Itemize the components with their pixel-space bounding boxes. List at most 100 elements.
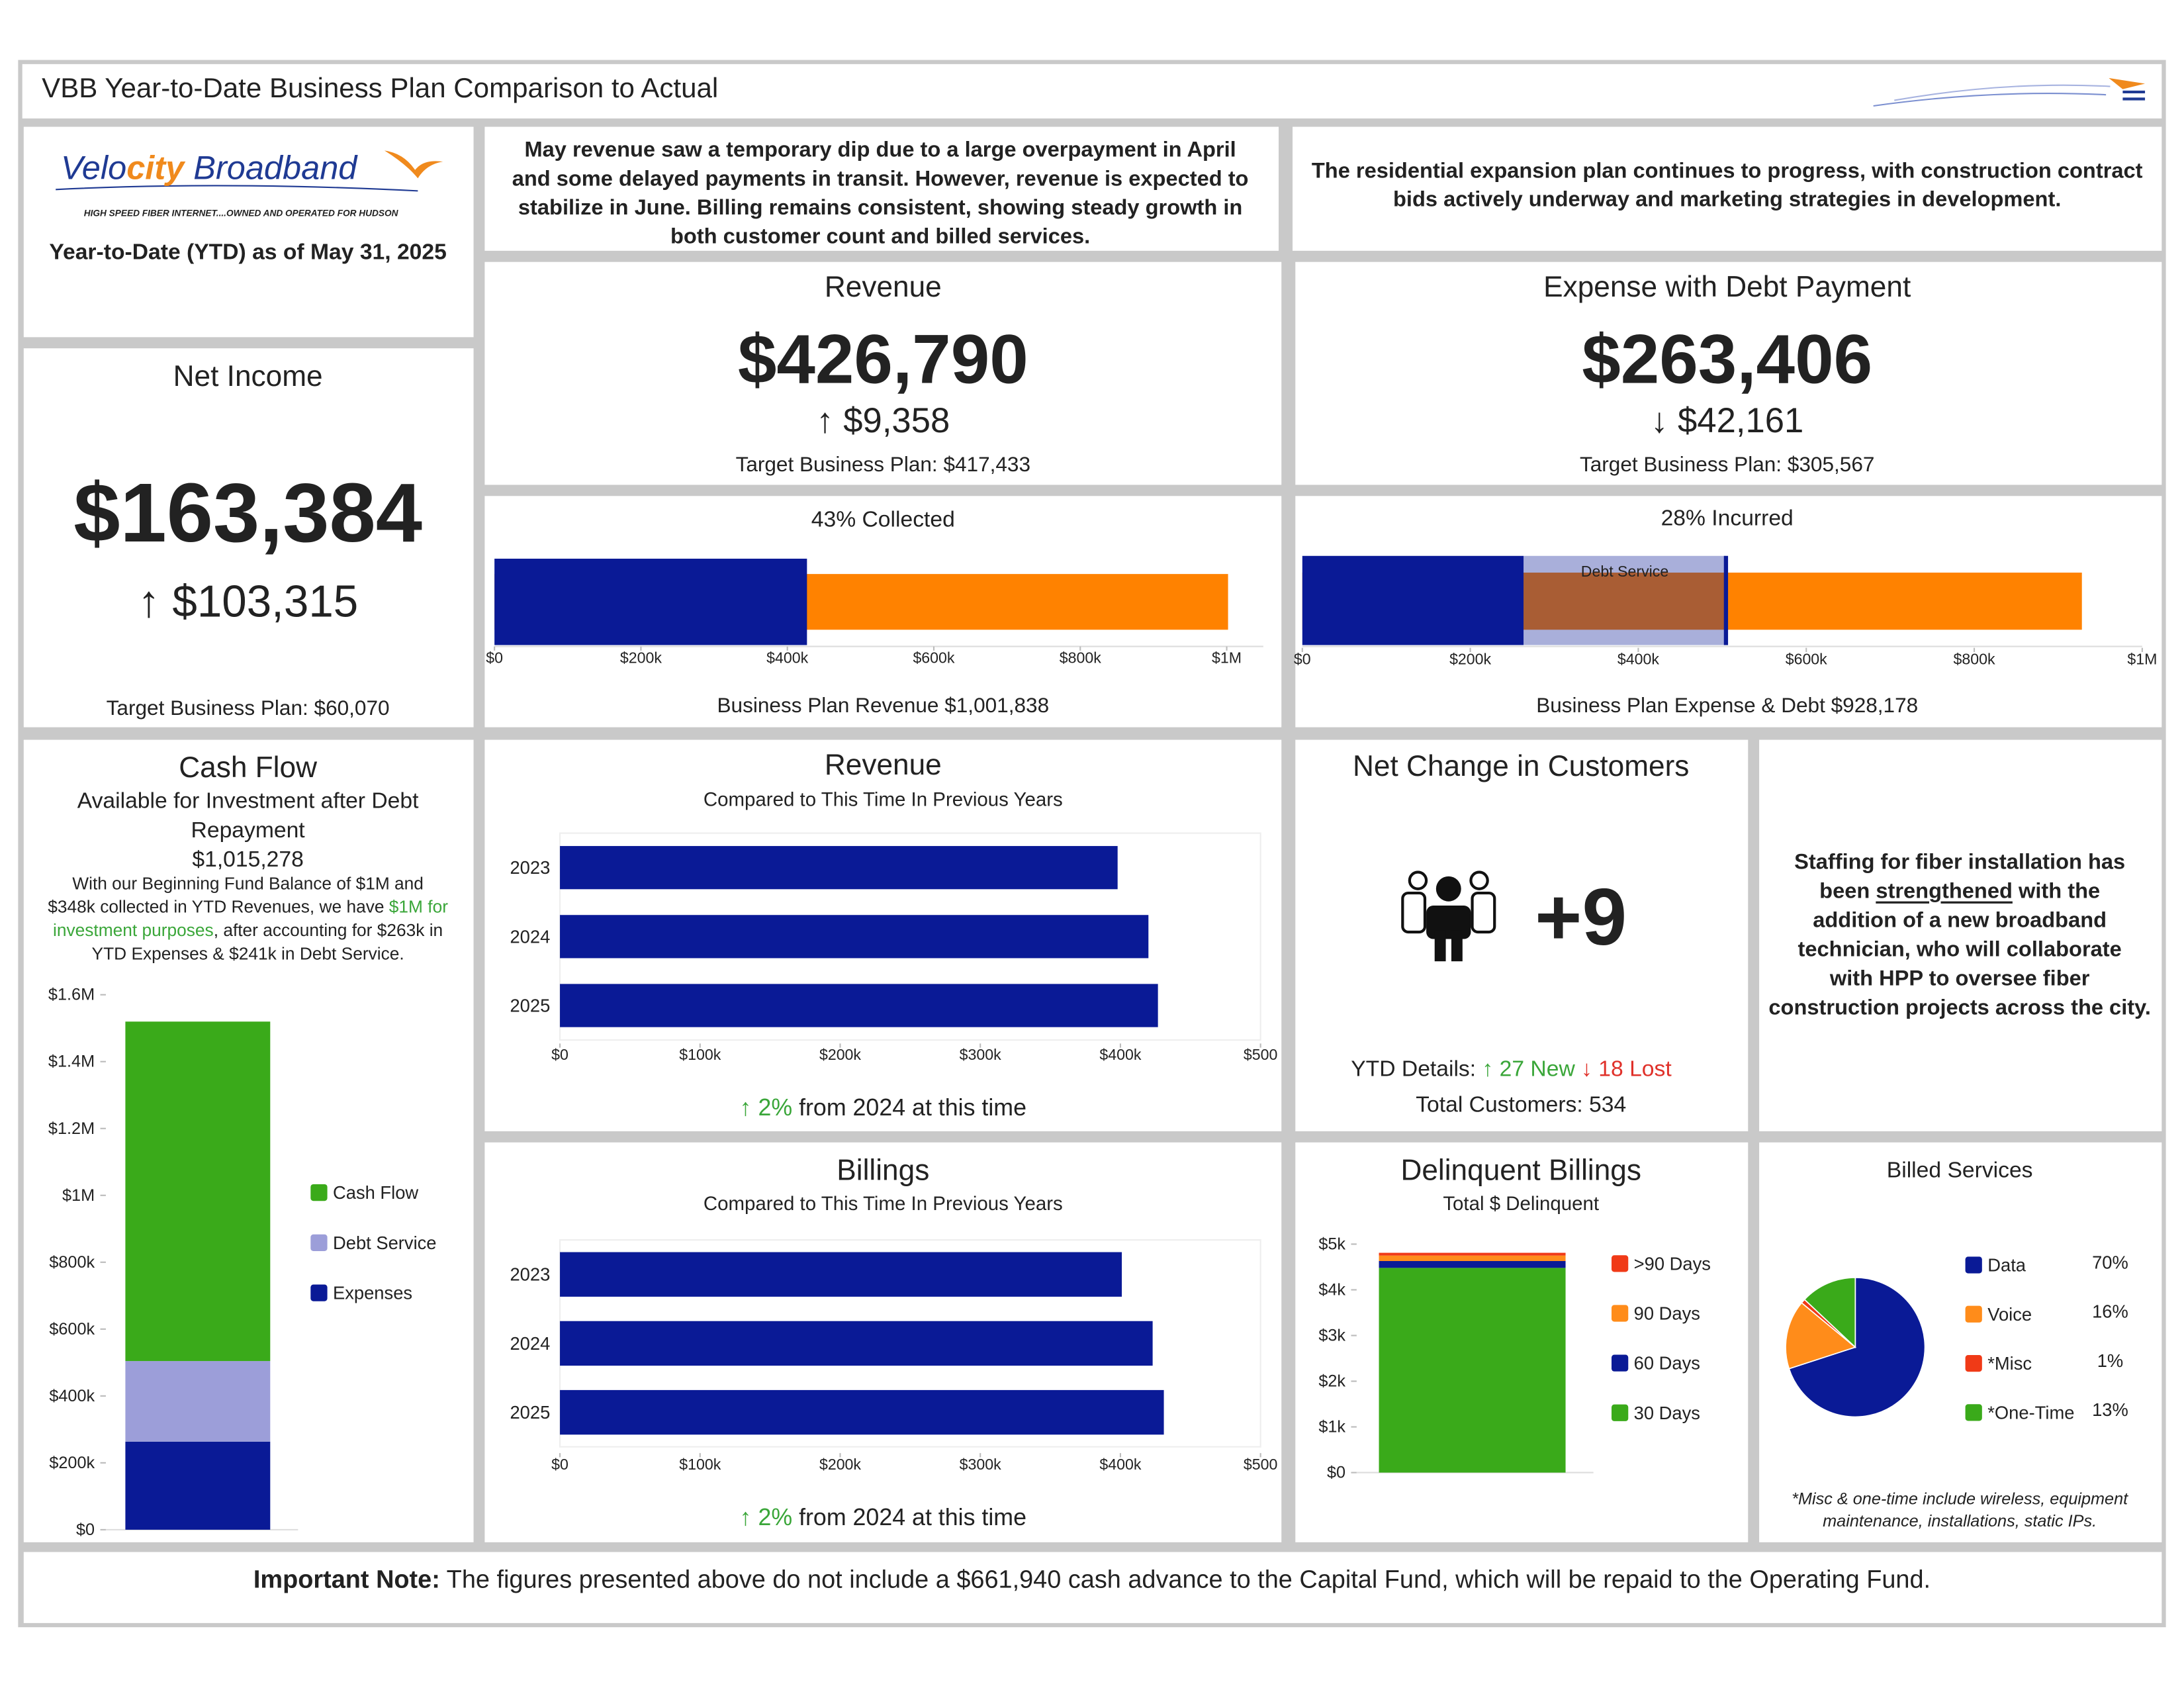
- text-segment: ↑ 2%: [740, 1094, 793, 1121]
- legend-label: 30 Days: [1634, 1403, 1700, 1423]
- y-tick-label: $1.2M: [48, 1119, 95, 1138]
- bar: [560, 984, 1158, 1027]
- chart-title: 43% Collected: [811, 508, 955, 532]
- chart-note: ↑ 2% from 2024 at this time: [740, 1094, 1026, 1121]
- staffing-panel: [1759, 739, 2162, 1131]
- kpi-value: $263,406: [1582, 321, 1872, 399]
- legend-label: *One-Time: [1987, 1402, 2074, 1423]
- commentary-line: May revenue saw a temporary dip due to a…: [524, 137, 1236, 162]
- y-tick-label: $5k: [1318, 1235, 1345, 1253]
- legend-label: Expenses: [333, 1283, 412, 1303]
- legend-swatch: [1612, 1404, 1629, 1421]
- x-tick-label: $500: [1244, 1046, 1277, 1063]
- y-tick-label: 2023: [510, 1264, 550, 1285]
- header-panel: [22, 64, 2162, 118]
- x-tick-label: $300k: [960, 1456, 1001, 1473]
- y-tick-label: $2k: [1318, 1372, 1345, 1391]
- staffing-line: Staffing for fiber installation has: [1794, 849, 2125, 873]
- dashboard-title: VBB Year-to-Date Business Plan Compariso…: [42, 72, 718, 103]
- decor: [1873, 92, 2107, 107]
- footer-note: Important Note: The figures presented ab…: [253, 1566, 1931, 1594]
- text-segment: ↓ 18 Lost: [1581, 1056, 1672, 1081]
- x-tick-label: $200k: [620, 649, 662, 666]
- kpi-change: ↑ $9,358: [816, 401, 950, 440]
- y-tick-label: 2025: [510, 1402, 550, 1423]
- panel-title: Cash Flow: [179, 751, 318, 784]
- x-tick-label: $800k: [1060, 649, 1101, 666]
- legend-swatch: [1612, 1354, 1629, 1372]
- bar-segment: [1379, 1260, 1566, 1268]
- y-tick-label: $800k: [49, 1253, 95, 1272]
- bar: [560, 915, 1149, 959]
- bar-segment: [1524, 555, 1726, 645]
- legend-swatch: [310, 1284, 328, 1301]
- text-segment: With our Beginning Fund Balance of $1M a…: [72, 873, 424, 893]
- customer-total: Total Customers: 534: [1416, 1092, 1626, 1117]
- commentary-panel: [1293, 126, 2162, 251]
- bar-segment: [1379, 1252, 1566, 1256]
- chart-title: 28% Incurred: [1661, 506, 1794, 530]
- brand-part: Velo: [61, 148, 126, 186]
- y-tick-label: $200k: [49, 1454, 95, 1472]
- y-tick-label: 2024: [510, 926, 550, 947]
- as-of-date: Year-to-Date (YTD) as of May 31, 2025: [49, 240, 446, 264]
- legend-swatch: [1965, 1305, 1982, 1323]
- x-tick-label: $200k: [819, 1046, 861, 1063]
- bar-segment: [125, 1021, 271, 1362]
- x-tick-label: $100k: [679, 1456, 721, 1473]
- footnote: *Misc & one-time include wireless, equip…: [1792, 1490, 2128, 1509]
- chart-subtitle: Compared to This Time In Previous Years: [704, 1193, 1063, 1215]
- brand-part: Broadband: [184, 148, 358, 186]
- legend-swatch: [1965, 1256, 1982, 1274]
- x-tick-label: $0: [551, 1046, 569, 1063]
- x-tick-label: $400k: [1099, 1456, 1141, 1473]
- text-segment: YTD Details:: [1351, 1056, 1482, 1081]
- kpi-target: Target Business Plan: $60,070: [107, 696, 390, 720]
- y-tick-label: $1.4M: [48, 1053, 95, 1071]
- x-tick-label: $1M: [1212, 649, 1242, 666]
- x-tick-label: $400k: [1617, 651, 1659, 668]
- legend-label: Cash Flow: [333, 1182, 418, 1203]
- text-segment: $1M for: [389, 897, 448, 917]
- x-tick-label: $0: [486, 649, 503, 666]
- text-segment: YTD Expenses & $241k in Debt Service.: [92, 943, 404, 963]
- x-tick-label: $200k: [1449, 651, 1491, 668]
- commentary-panel: [484, 126, 1279, 251]
- value-label: 13%: [2092, 1399, 2128, 1420]
- panel-subtitle: Repayment: [191, 818, 306, 843]
- cash-flow-text: $348k collected in YTD Revenues, we have…: [48, 897, 448, 917]
- staffing-line: construction projects across the city.: [1768, 994, 2150, 1019]
- text-segment: $348k collected in YTD Revenues, we have: [48, 897, 389, 917]
- legend-swatch: [1965, 1404, 1982, 1421]
- pie-slice: [1803, 1277, 1856, 1349]
- bar: [560, 846, 1118, 890]
- legend-swatch: [1612, 1255, 1629, 1272]
- legend-swatch: [1612, 1305, 1629, 1322]
- bar-segment: [1379, 1268, 1566, 1473]
- kpi-change: ↑ $103,315: [138, 577, 358, 627]
- panel-title: Net Change in Customers: [1353, 750, 1689, 782]
- brand-name: Velocity Broadband: [61, 148, 358, 186]
- x-axis-label: Business Plan Expense & Debt $928,178: [1536, 693, 1918, 717]
- legend-swatch: [1965, 1354, 1982, 1372]
- footer-text: The figures presented above do not inclu…: [440, 1566, 1931, 1594]
- x-tick-label: $100k: [679, 1046, 721, 1063]
- brand-part: city: [126, 148, 186, 186]
- cash-flow-text: YTD Expenses & $241k in Debt Service.: [92, 943, 404, 963]
- x-axis-label: Business Plan Revenue $1,001,838: [717, 693, 1050, 717]
- y-tick-label: $4k: [1318, 1280, 1345, 1299]
- commentary-line: both customer count and billed services.: [670, 223, 1090, 248]
- value-label: 16%: [2092, 1301, 2128, 1322]
- x-tick-label: $400k: [766, 649, 808, 666]
- panel-subtitle: Available for Investment after Debt: [77, 789, 419, 814]
- staffing-line: addition of a new broadband: [1813, 907, 2107, 931]
- x-tick-label: $0: [551, 1456, 569, 1473]
- chart-title: Billed Services: [1887, 1158, 2033, 1182]
- text-segment: with the: [2013, 878, 2100, 902]
- commentary-line: stabilize in June. Billing remains consi…: [518, 195, 1242, 219]
- x-tick-label: $400k: [1099, 1046, 1141, 1063]
- revenue-kpi-panel: [484, 261, 1282, 485]
- staffing-line: with HPP to oversee fiber: [1829, 965, 2090, 990]
- chart-note: ↑ 2% from 2024 at this time: [740, 1504, 1026, 1530]
